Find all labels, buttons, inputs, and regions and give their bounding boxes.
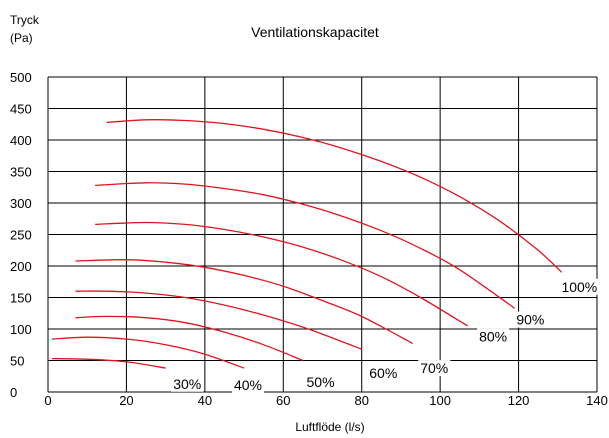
curve-40-percent [51,336,245,369]
curve-label-group: 70% [418,360,451,377]
curve-label: 100% [561,279,597,295]
curve-label: 60% [369,365,397,381]
x-tick-label: 120 [508,393,530,408]
x-tick-label: 40 [198,393,212,408]
curve-label-group: 50% [304,373,337,390]
curve-label-group: 40% [231,377,265,394]
y-tick-label: 350 [10,165,32,180]
curve-label-background [231,377,265,394]
curve-label-background [514,311,547,328]
y-axis-label-line1: Tryck [10,13,40,27]
curve-70-percent [75,259,414,345]
y-tick-label: 200 [10,259,32,274]
curve-30-percent [51,357,166,369]
y-tick-label: 0 [10,385,17,400]
curve-label: 80% [479,329,507,345]
curve-label-background [304,373,337,390]
y-tick-label: 250 [10,228,32,243]
y-axis-label-line2: (Pa) [10,31,33,45]
x-tick-label: 80 [354,393,368,408]
curve-label-background [418,360,451,377]
grid [47,76,598,393]
y-tick-label: 450 [10,102,32,117]
curve-label: 90% [516,312,544,328]
curve-label-background [367,365,400,382]
curve-label: 40% [234,377,262,393]
curve-label: 50% [307,374,335,390]
tick-labels: 0 20 40 60 80 100 120 140 0 50 100 150 200 250 300 350 4… [10,70,608,408]
y-tick-label: 500 [10,70,32,85]
curve-label-group: 90% [514,311,547,328]
chart-title: Ventilationskapacitet [251,24,379,40]
x-tick-label: 60 [276,393,290,408]
curve-labels: 30% 40% 50% 60% 70% 80% 90% 100% [171,278,600,394]
y-tick-label: 400 [10,133,32,148]
curve-90-percent [95,182,515,309]
curve-label-group: 100% [559,278,600,295]
curve-80-percent [95,221,468,327]
curve-label-background [559,278,600,295]
x-tick-label: 20 [119,393,133,408]
y-tick-label: 50 [10,354,24,369]
curve-label-group: 60% [367,365,400,382]
x-tick-label: 140 [586,393,608,408]
curve-60-percent [75,290,362,350]
curve-label-background [477,328,510,345]
curve-label-group: 30% [171,375,204,392]
curve-label-group: 80% [477,328,510,345]
x-tick-label: 0 [44,393,51,408]
curve-label: 70% [420,360,448,376]
y-tick-label: 150 [10,291,32,306]
y-tick-label: 100 [10,322,32,337]
curve-50-percent [75,315,304,362]
x-axis-label: Luftflöde (l/s) [295,420,364,434]
x-tick-label: 100 [429,393,451,408]
curve-label-background [171,375,204,392]
y-tick-label: 300 [10,196,32,211]
curve-100-percent [106,119,563,273]
curve-label: 30% [173,376,201,392]
curves [51,119,563,369]
